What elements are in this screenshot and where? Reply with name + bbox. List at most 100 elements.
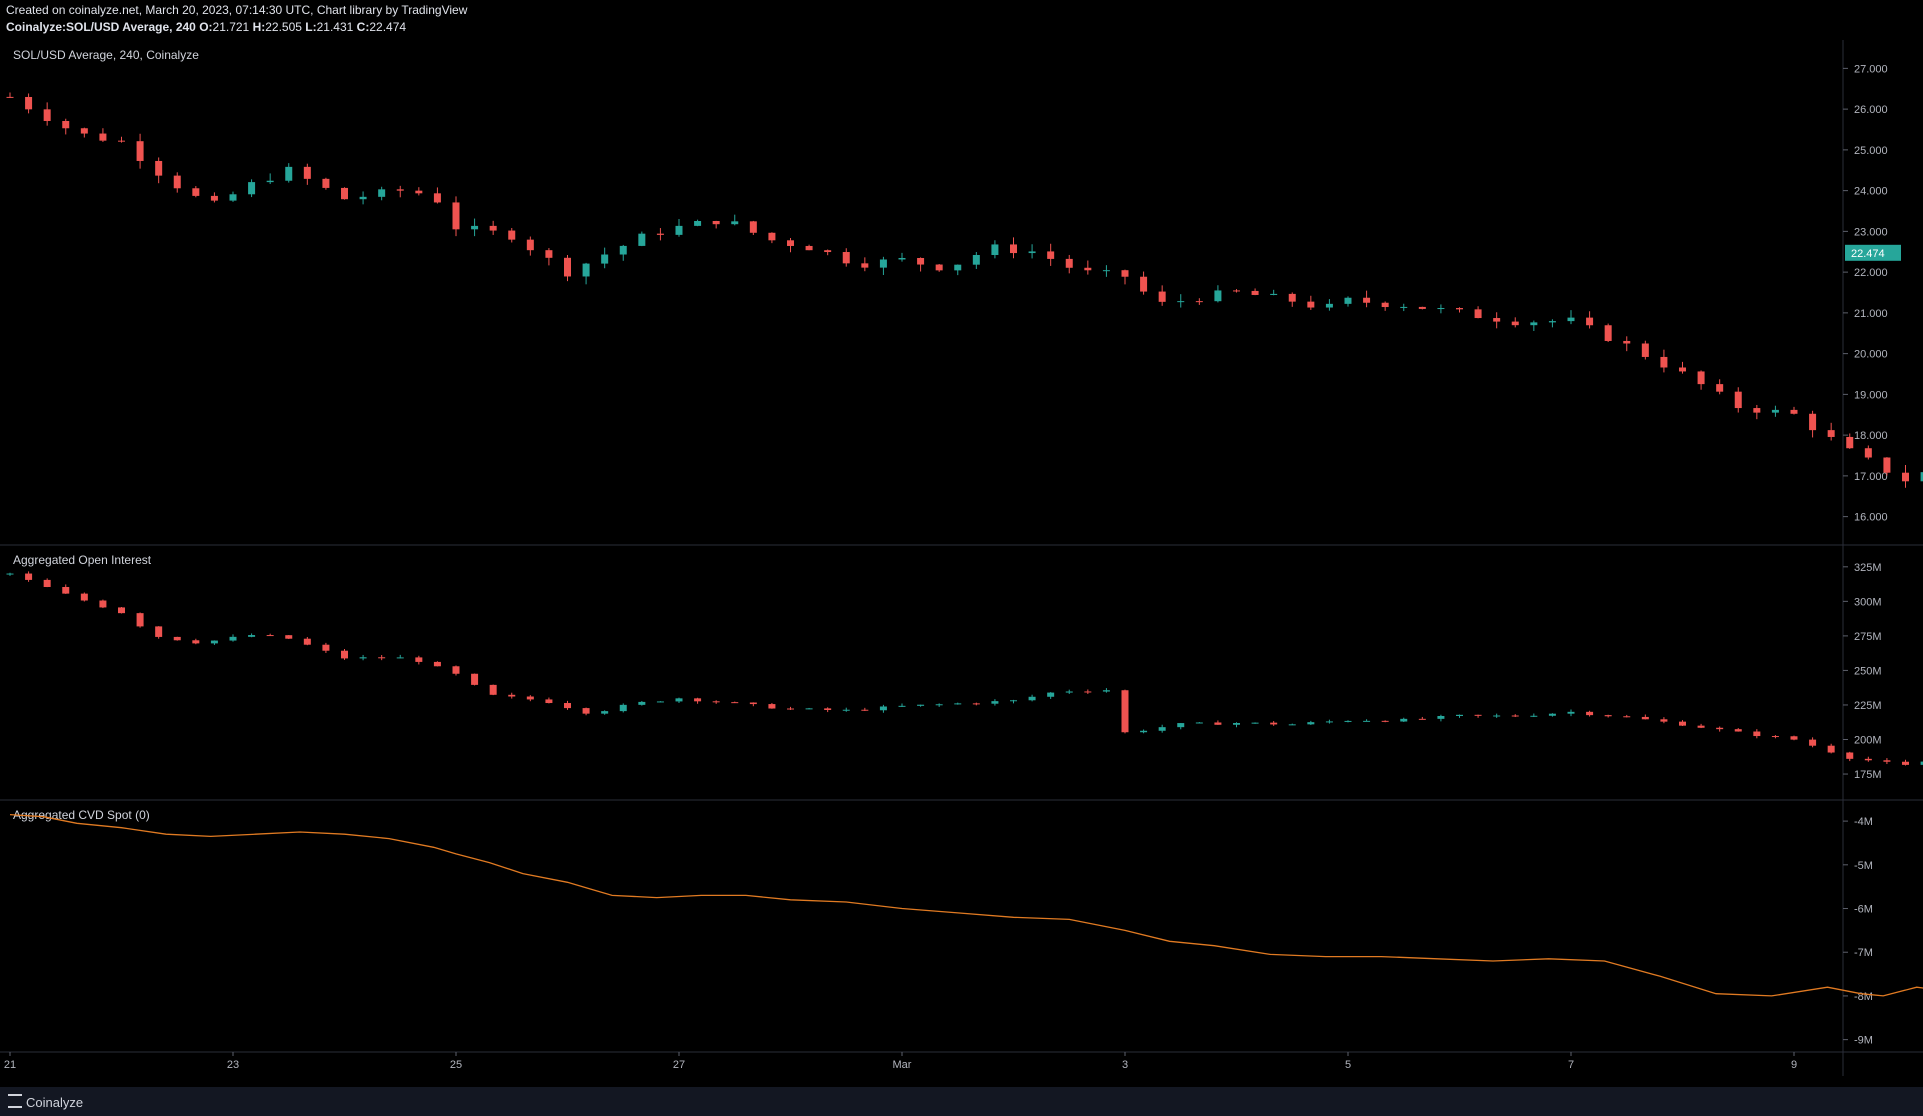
open-interest-candle-body xyxy=(749,702,757,705)
price-tick-label: 16.000 xyxy=(1854,512,1888,524)
open-interest-tick-label: 250M xyxy=(1854,665,1882,677)
open-interest-candle-body xyxy=(805,708,813,710)
brand-logo[interactable]: Coinalyze xyxy=(8,1093,83,1110)
open-interest-candle-body xyxy=(1251,722,1259,724)
open-interest-candle-body xyxy=(1065,691,1073,693)
open-interest-candle-body xyxy=(1679,721,1686,726)
open-interest-candle-body xyxy=(1846,752,1854,759)
price-candle-body xyxy=(1623,340,1631,344)
open-interest-candle-body xyxy=(526,696,534,700)
price-candle-body xyxy=(1344,297,1352,304)
price-candle-body xyxy=(601,254,609,264)
price-candle-body xyxy=(210,195,218,201)
open-interest-candle-body xyxy=(452,666,460,674)
price-tick-label: 19.000 xyxy=(1854,389,1888,401)
open-interest-candle-body xyxy=(991,701,999,704)
price-candle-body xyxy=(1065,258,1073,268)
price-candle-body xyxy=(1214,290,1222,302)
open-interest-candle-body xyxy=(43,579,51,588)
open-interest-candle-body xyxy=(1456,714,1463,716)
high-value: 22.505 xyxy=(265,20,302,34)
open-interest-candle-body xyxy=(136,613,144,627)
open-interest-candle-body xyxy=(1270,722,1278,725)
close-value: 22.474 xyxy=(369,20,407,34)
cvd-tick-label: -5M xyxy=(1854,860,1873,872)
price-candle-body xyxy=(1530,322,1538,326)
chart-area[interactable]: 27.000 26.000 25.000 24.000 23.000 22.000 21.0… xyxy=(0,40,1923,1076)
price-candle-body xyxy=(898,257,906,260)
open-interest-candle-body xyxy=(1010,700,1017,702)
price-tick-label: 27.000 xyxy=(1854,63,1888,75)
open-interest-candle-body xyxy=(1641,716,1649,720)
price-candle-body xyxy=(62,120,70,129)
price-candle-body xyxy=(1493,318,1501,322)
open-interest-candle-body xyxy=(433,661,441,667)
price-candle-body xyxy=(1753,408,1761,413)
price-candle-body xyxy=(1902,472,1909,482)
price-candle-body xyxy=(1307,301,1315,308)
price-candle-body xyxy=(1140,276,1148,292)
open-interest-candle-body xyxy=(1493,715,1501,717)
symbol-label: Coinalyze:SOL/USD Average, 240 xyxy=(6,20,196,34)
price-tick-label: 23.000 xyxy=(1854,226,1888,238)
open-interest-candle-body xyxy=(173,636,181,641)
price-candle-body xyxy=(861,263,869,268)
open-interest-candle-body xyxy=(712,701,720,703)
open-interest-candle-body xyxy=(210,640,218,644)
open-interest-candle-body xyxy=(1195,722,1203,724)
price-candle-body xyxy=(1846,436,1854,449)
price-candle-body xyxy=(1827,430,1835,437)
price-candle-body xyxy=(471,225,479,230)
price-candle-body xyxy=(619,245,627,255)
price-candle-body xyxy=(787,240,794,246)
price-candle-body xyxy=(731,221,739,225)
price-candle-body xyxy=(1418,306,1426,309)
open-interest-candle-body xyxy=(303,638,311,645)
price-candle-body xyxy=(842,252,850,264)
cvd-tick-label: -6M xyxy=(1854,904,1873,916)
open-interest-candle-body xyxy=(285,635,293,639)
open-interest-candle-body xyxy=(80,593,88,601)
price-candle-body xyxy=(136,141,144,161)
open-interest-candle-body xyxy=(1102,690,1110,692)
chart-header: Created on coinalyze.net, March 20, 2023… xyxy=(0,0,1923,40)
open-interest-candle-body xyxy=(787,708,794,710)
open-interest-candle-body xyxy=(842,709,850,711)
open-interest-candle-body xyxy=(1753,731,1761,737)
time-tick-label: Mar xyxy=(893,1059,912,1071)
open-interest-candle-body xyxy=(1121,690,1129,733)
open-interest-candle-body xyxy=(1697,725,1705,728)
price-candle-body xyxy=(638,233,646,246)
price-candle-body xyxy=(1437,308,1445,310)
chart-canvas[interactable]: 27.000 26.000 25.000 24.000 23.000 22.000 21.0… xyxy=(0,40,1923,1076)
price-candle-body xyxy=(508,230,516,240)
open-interest-candle-body xyxy=(1158,727,1166,731)
price-tick-label: 17.000 xyxy=(1854,471,1888,483)
price-candle-body xyxy=(1084,267,1092,271)
open-interest-candle-body xyxy=(1902,761,1909,765)
price-candle-body xyxy=(954,264,962,271)
price-candle-body xyxy=(1325,303,1333,308)
open-interest-candle-body xyxy=(1809,739,1817,746)
price-candle-body xyxy=(1660,356,1668,368)
price-candle-body xyxy=(415,190,423,194)
open-interest-candle-body xyxy=(155,626,163,637)
open-interest-candle-body xyxy=(471,673,479,685)
last-price-tag xyxy=(1845,244,1901,261)
cvd-tick-label: -7M xyxy=(1854,947,1873,959)
open-interest-candle-body xyxy=(25,573,33,580)
cvd-tick-label: -9M xyxy=(1854,1035,1873,1047)
open-interest-candle-body xyxy=(1418,718,1426,720)
open-interest-candle-body xyxy=(248,635,256,637)
open-interest-candle-body xyxy=(675,698,683,702)
open-interest-candle-body xyxy=(879,706,887,711)
open-interest-candle-body xyxy=(1771,736,1779,738)
price-candle-body xyxy=(266,180,274,183)
price-candle-body xyxy=(1028,251,1036,254)
price-candle-body xyxy=(1864,448,1872,458)
time-tick-label: 27 xyxy=(673,1059,685,1071)
price-tick-label: 21.000 xyxy=(1854,308,1888,320)
footer-bar: Coinalyze xyxy=(0,1087,1923,1116)
time-tick-label: 25 xyxy=(450,1059,462,1071)
price-candle-body xyxy=(452,202,460,230)
